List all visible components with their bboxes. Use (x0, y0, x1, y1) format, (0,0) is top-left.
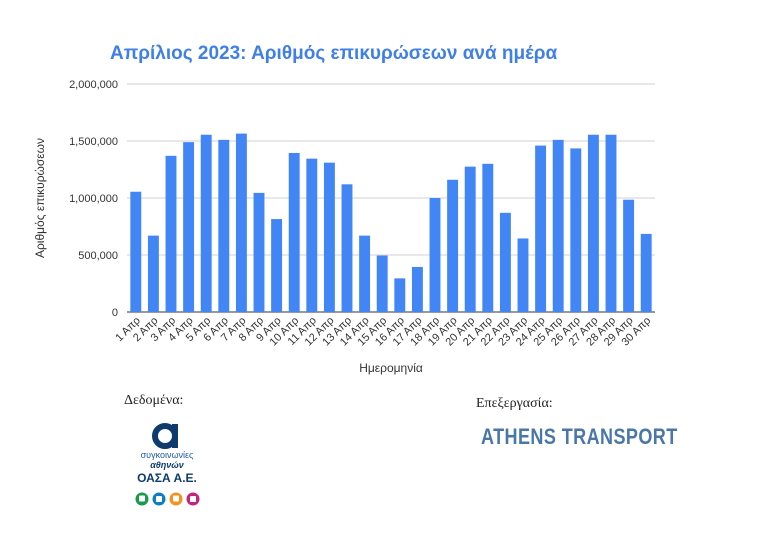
bar (235, 133, 247, 312)
x-axis-title: Ημερομηνία (359, 361, 423, 375)
bar (394, 278, 406, 312)
oasa-line2: αθηνών (150, 460, 184, 470)
data-source-label: Δεδομένα: (124, 393, 184, 408)
bar (640, 233, 652, 312)
bar (605, 134, 617, 312)
bar (253, 192, 265, 312)
oasa-line1: συγκοινωνίες (140, 450, 194, 460)
bar (499, 212, 511, 312)
bar (623, 199, 635, 312)
y-tick-label: 1,000,000 (69, 193, 118, 205)
bar (411, 266, 423, 312)
bar (218, 139, 230, 312)
bar (447, 179, 459, 312)
bar (147, 235, 159, 312)
oasa-logo: συγκοινωνίες αθηνών ΟΑΣΑ Α.Ε. (127, 420, 207, 510)
bar (130, 191, 142, 312)
bar (183, 142, 195, 312)
y-axis-title: Αριθμός επικυρώσεων (33, 138, 47, 258)
oasa-name: ΟΑΣΑ Α.Ε. (137, 471, 197, 485)
trolley-icon (152, 492, 166, 506)
bar (306, 158, 318, 312)
transport-mode-icons (134, 491, 204, 507)
y-tick-label: 2,000,000 (69, 79, 118, 91)
bar (341, 184, 353, 312)
bar (535, 145, 547, 312)
bar (323, 162, 335, 312)
athens-transport-logo: ATHENS TRANSPORT (481, 424, 678, 449)
tram-icon (186, 492, 200, 506)
bar (570, 148, 582, 312)
chart-title: Απρίλιος 2023: Αριθμός επικυρώσεων ανά η… (110, 43, 558, 64)
y-tick-label: 500,000 (78, 250, 118, 262)
processing-label: Επεξεργασία: (476, 396, 553, 411)
metro-icon (169, 492, 183, 506)
bar (165, 155, 177, 312)
y-tick-label: 1,500,000 (69, 136, 118, 148)
bar (587, 134, 599, 312)
bar (482, 163, 494, 312)
bar (464, 166, 476, 312)
y-tick-label: 0 (112, 307, 118, 319)
bar (429, 198, 441, 312)
bar (271, 219, 283, 312)
oasa-alpha-icon (152, 423, 178, 449)
bar (517, 238, 529, 312)
bar (359, 235, 371, 312)
bar (200, 134, 212, 312)
bar (552, 139, 564, 312)
bar (288, 152, 300, 312)
bus-icon (135, 492, 149, 506)
bar (376, 255, 388, 312)
